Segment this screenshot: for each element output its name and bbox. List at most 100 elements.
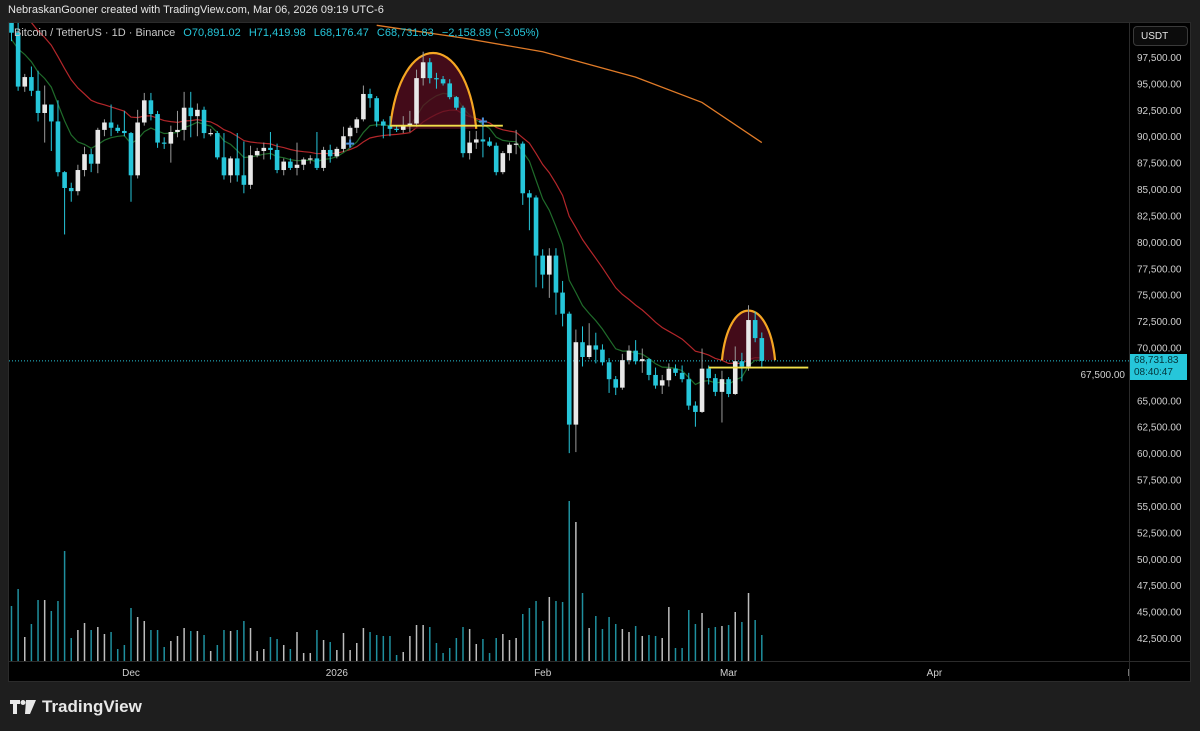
price-tick-label: 80,000.00 [1137, 238, 1182, 249]
volume-bar [482, 639, 484, 661]
currency-button[interactable]: USDT [1133, 26, 1188, 46]
candle-body [374, 98, 379, 122]
volume-bar [243, 621, 245, 661]
candle-body [68, 187, 74, 192]
volume-bar [322, 640, 325, 661]
candle-body [440, 79, 446, 84]
symbol-info[interactable]: Bitcoin / TetherUS · 1D · Binance [14, 27, 176, 39]
candle-body [759, 338, 765, 361]
volume-bar [150, 630, 152, 661]
candle [115, 124, 121, 134]
volume-bar [236, 630, 238, 661]
volume-bar [761, 635, 763, 661]
volume-bar [209, 651, 212, 661]
candle-body [281, 161, 287, 171]
price-axis[interactable]: 97,500.00 95,000.00 92,500.00 90,000.00 87,5… [1081, 53, 1182, 645]
candle [420, 51, 426, 86]
candle [487, 137, 492, 147]
volume-bar [654, 636, 657, 661]
volume-bar [289, 649, 292, 661]
volume-bar [409, 636, 411, 661]
candle-body [713, 378, 718, 392]
volume-bar [442, 653, 444, 661]
price-tick-label: 50,000.00 [1137, 555, 1182, 566]
price-tick-label: 52,500.00 [1137, 528, 1182, 539]
volume-bar [116, 649, 119, 661]
volume-bar [707, 628, 710, 661]
candle-body [274, 149, 280, 171]
price-tick-label: 62,500.00 [1137, 423, 1182, 434]
candle [434, 72, 439, 89]
candle-body [507, 144, 512, 154]
candle-body [686, 379, 692, 406]
volume-bar [395, 655, 398, 661]
candle-body [693, 405, 698, 412]
volume-bar [422, 625, 424, 661]
candle-body [22, 77, 28, 87]
candle-body [254, 151, 260, 156]
candle [440, 76, 446, 86]
candle [49, 104, 54, 152]
volume-bar [216, 645, 219, 661]
time-axis[interactable]: Dec 2026 Feb Mar Apr Ma [122, 668, 1142, 679]
tradingview-logo-icon [10, 700, 36, 714]
volume-bar [435, 643, 438, 661]
volume-bar [674, 648, 677, 661]
volume-bar [541, 621, 544, 661]
volume-bar [190, 631, 192, 661]
candle [513, 129, 519, 155]
candle [580, 326, 585, 367]
candle [29, 66, 34, 97]
candle [95, 127, 101, 174]
candle [626, 345, 632, 365]
footer-brand[interactable]: TradingView [10, 697, 142, 717]
candle-body [102, 122, 107, 130]
volume-bar [342, 633, 345, 661]
candle [666, 363, 672, 387]
candle [307, 155, 313, 164]
volume-bar [614, 624, 617, 661]
volume-bar [30, 624, 33, 661]
volume-bar [302, 653, 305, 661]
candle [221, 133, 227, 180]
candle [613, 376, 619, 396]
ohlc-low: L68,176.47 [313, 27, 369, 39]
volume-bar [123, 645, 126, 661]
candle [400, 116, 406, 134]
price-tick-label: 87,500.00 [1137, 159, 1182, 170]
volume-bar [522, 614, 524, 661]
candle [407, 110, 413, 133]
volume-bar [369, 632, 371, 661]
price-tick-label: 55,000.00 [1137, 502, 1182, 513]
candle [347, 125, 353, 141]
volume-bar [568, 501, 570, 661]
candle [321, 146, 326, 172]
candle-body [108, 122, 114, 128]
candle-body [414, 78, 419, 124]
candle-body [560, 292, 565, 314]
volume-bar [263, 649, 265, 661]
ohlc-open: O70,891.02 [183, 27, 241, 39]
candle [261, 142, 267, 160]
candle-body [381, 121, 386, 126]
candle [175, 110, 180, 138]
volume-bar [688, 610, 690, 661]
volume-bar [402, 652, 404, 661]
candle-body [752, 320, 758, 339]
candle [181, 91, 187, 141]
candle-body [454, 97, 459, 108]
volume-bar [548, 597, 551, 661]
volume-bar [269, 637, 272, 661]
volume-bar [628, 632, 630, 661]
volume-bar [163, 647, 165, 661]
volume-bar [694, 624, 697, 661]
volume-bar [495, 638, 497, 661]
time-tick-label: 2026 [326, 668, 349, 679]
candle-body [175, 129, 180, 133]
volume-bar [83, 623, 86, 661]
price-tick-label: 60,000.00 [1137, 449, 1182, 460]
candle-body [55, 121, 61, 173]
volume-bar [90, 630, 92, 661]
volume-bar [249, 628, 252, 661]
